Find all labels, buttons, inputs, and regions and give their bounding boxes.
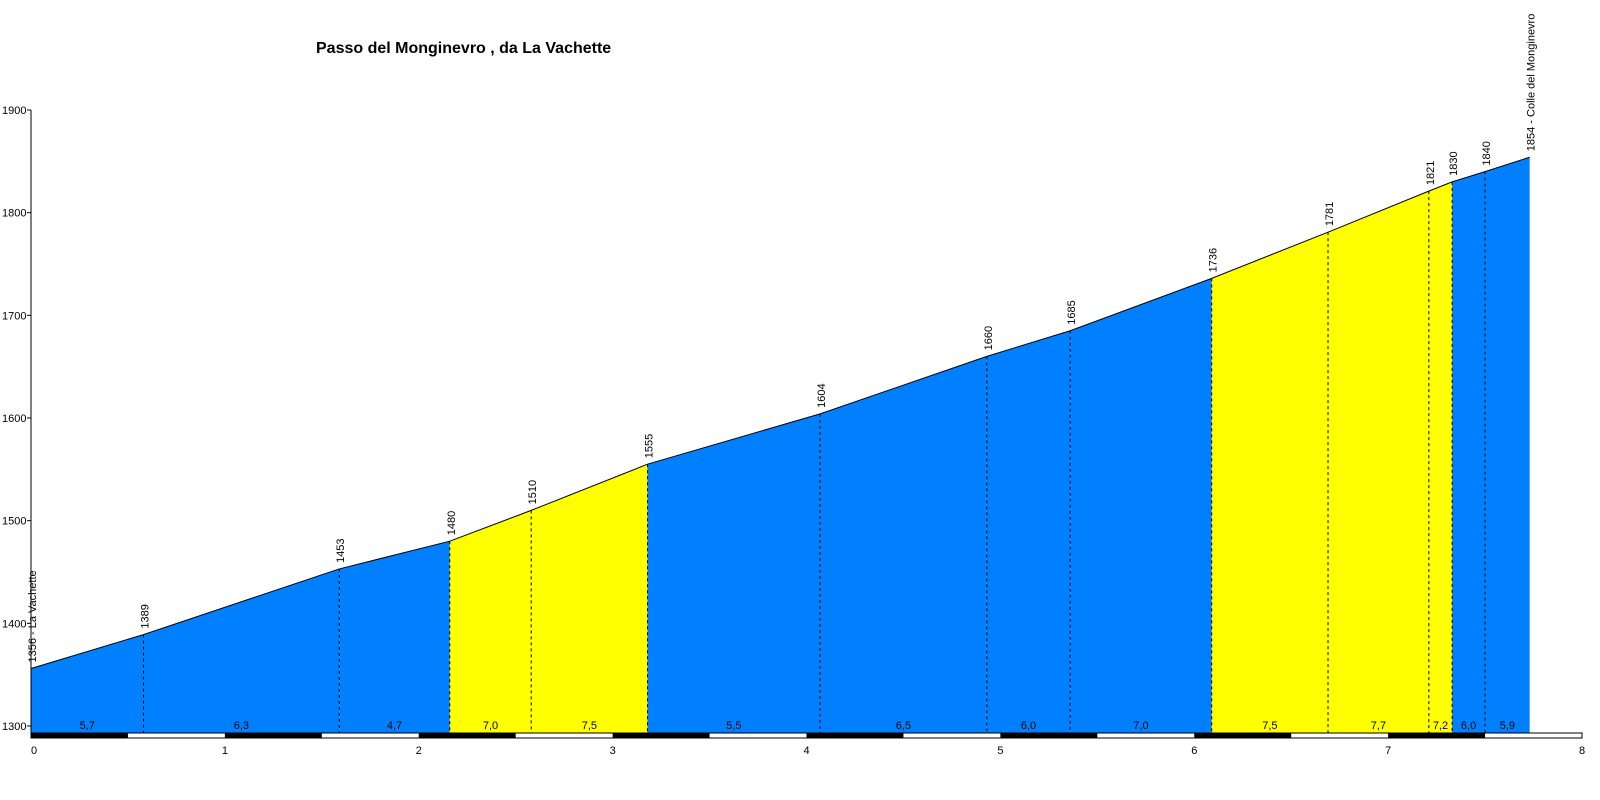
- x-scale-block: [31, 733, 128, 738]
- elevation-label: 1389: [139, 604, 151, 628]
- x-scale-block: [612, 733, 710, 738]
- elevation-label: 1480: [446, 511, 458, 535]
- y-tick-label: 1400: [2, 618, 26, 630]
- y-tick-label: 1600: [2, 413, 26, 425]
- profile-segment: [1070, 278, 1212, 733]
- y-tick-label: 1500: [2, 516, 26, 528]
- elevation-labels: 1356 - La Vachette 1389 1453 1480 1510 1555 16…: [27, 14, 1538, 663]
- x-tick-label: 1: [222, 745, 228, 757]
- elevation-label: 1604: [816, 383, 828, 407]
- elevation-label: 1685: [1066, 300, 1078, 324]
- elevation-label: 1854 - Colle del Monginevro: [1526, 14, 1538, 152]
- x-scale-block: [1388, 733, 1486, 738]
- grade-label: 6,3: [234, 720, 249, 732]
- profile-segment: [449, 510, 532, 733]
- grade-label: 7,7: [1371, 720, 1386, 732]
- grade-label: 7,5: [1262, 720, 1277, 732]
- y-tick-label: 1800: [2, 208, 26, 220]
- profile-segment: [1452, 171, 1486, 734]
- grade-label: 7,5: [582, 720, 597, 732]
- x-tick-label: 0: [31, 745, 37, 757]
- x-tick-label: 4: [803, 745, 809, 757]
- elevation-label: 1830: [1448, 151, 1460, 175]
- x-tick-label: 2: [416, 745, 422, 757]
- y-tick-label: 1300: [2, 721, 26, 733]
- x-tick-label: 7: [1385, 745, 1391, 757]
- elevation-label: 1510: [527, 480, 539, 504]
- grade-labels: 5,7 6,3 4,7 7,0 7,5 5,5 6,5 6,0 7,0 7,5 7,7 7,2 6,0 5…: [80, 720, 1515, 732]
- x-tick-label: 8: [1579, 745, 1585, 757]
- x-scale-block: [418, 733, 516, 738]
- grade-label: 5,7: [80, 720, 95, 732]
- elevation-label: 1840: [1481, 141, 1493, 165]
- profile-segment: [647, 413, 821, 733]
- profile-segment: [820, 356, 987, 733]
- x-scale-block: [224, 733, 322, 738]
- grade-label: 7,2: [1433, 720, 1448, 732]
- grade-label: 5,5: [726, 720, 741, 732]
- chart-title: Passo del Monginevro , da La Vachette: [316, 40, 611, 57]
- profile-segment: [1485, 157, 1530, 733]
- grade-label: 6,5: [896, 720, 911, 732]
- profile-segment: [143, 568, 340, 733]
- axes: 1300 1400 1500 1600 1700 1800 1900 0 1 2 3 4 5 6 7 8: [2, 105, 1585, 757]
- y-tick-label: 1900: [2, 105, 26, 117]
- x-tick-label: 3: [610, 745, 616, 757]
- profile-segment: [1328, 191, 1429, 733]
- elevation-label: 1781: [1324, 202, 1336, 226]
- elevation-label: 1821: [1425, 161, 1437, 185]
- x-scale-block: [1000, 733, 1098, 738]
- profile-segment: [339, 541, 450, 733]
- profile-segment: [531, 464, 648, 733]
- x-scale-block: [1194, 733, 1292, 738]
- x-scale-block: [806, 733, 904, 738]
- grade-label: 5,9: [1500, 720, 1515, 732]
- profile-segment: [31, 634, 144, 733]
- grade-label: 4,7: [387, 720, 402, 732]
- profile-segment: [1211, 232, 1329, 733]
- grade-label: 6,0: [1461, 720, 1476, 732]
- grade-label: 7,0: [1133, 720, 1148, 732]
- y-tick-label: 1700: [2, 310, 26, 322]
- x-tick-label: 5: [997, 745, 1003, 757]
- grade-label: 6,0: [1021, 720, 1036, 732]
- profile-segment: [986, 330, 1071, 733]
- segment-dividers: [142, 171, 1486, 733]
- grade-label: 7,0: [483, 720, 498, 732]
- x-tick-label: 6: [1191, 745, 1197, 757]
- elevation-label: 1356 - La Vachette: [27, 570, 39, 662]
- elevation-label: 1736: [1208, 248, 1220, 272]
- profile-outline: [30, 156, 1530, 669]
- elevation-label: 1660: [983, 326, 995, 350]
- elevation-label: 1453: [335, 538, 347, 562]
- profile-segment: [1428, 181, 1453, 733]
- elevation-label: 1555: [644, 434, 656, 458]
- profile-fill: [31, 157, 1530, 734]
